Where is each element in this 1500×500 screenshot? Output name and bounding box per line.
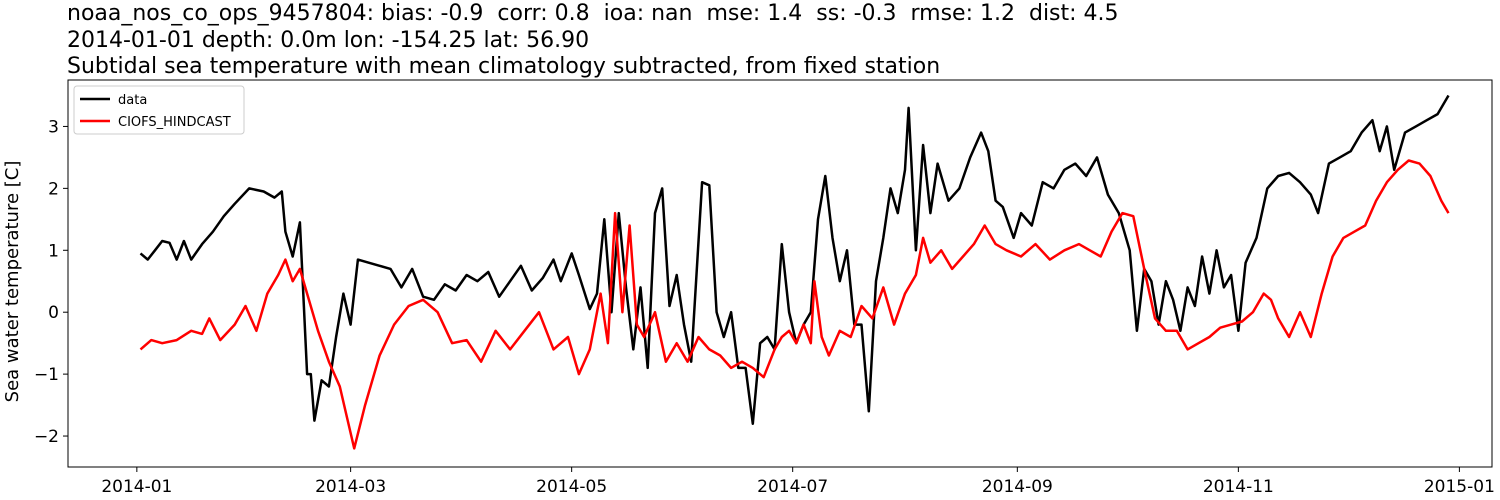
series-line-data — [139, 94, 1450, 425]
series-layer — [139, 94, 1450, 450]
plot-frame — [67, 79, 1493, 468]
chart-title-line-3: Subtidal sea temperature with mean clima… — [67, 54, 941, 79]
x-tick-label: 2014-09 — [982, 477, 1053, 497]
chart-title-line-1: noaa_nos_co_ops_9457804: bias: -0.9 corr… — [67, 1, 1119, 26]
x-tick-label: 2015-01 — [1424, 477, 1495, 497]
y-axis-label: Sea water temperature [C] — [2, 161, 23, 403]
y-tick-label: −1 — [34, 365, 59, 385]
x-tick-label: 2014-05 — [536, 477, 607, 497]
y-tick-label: 2 — [48, 179, 59, 199]
x-tick-label: 2014-01 — [101, 477, 172, 497]
legend-box — [73, 85, 245, 135]
series-line-ciofs-hindcast — [139, 159, 1450, 450]
y-tick-label: −2 — [34, 427, 59, 447]
legend-label-data: data — [118, 93, 147, 108]
x-tick-label: 2014-03 — [315, 477, 386, 497]
legend-label-ciofs-hindcast: CIOFS_HINDCAST — [118, 115, 231, 130]
y-tick-label: 1 — [48, 241, 59, 261]
chart-title-line-2: 2014-01-01 depth: 0.0m lon: -154.25 lat:… — [67, 28, 590, 53]
y-tick-label: 3 — [48, 117, 59, 137]
x-tick-label: 2014-07 — [757, 477, 828, 497]
x-axis: 2014-01 2014-03 2014-05 2014-07 2014-09 2014-… — [101, 467, 1495, 497]
y-tick-label: 0 — [48, 303, 59, 323]
y-axis: −2 −1 0 1 2 3 — [34, 117, 68, 447]
legend: data CIOFS_HINDCAST — [73, 85, 245, 135]
x-tick-label: 2014-11 — [1203, 477, 1274, 497]
